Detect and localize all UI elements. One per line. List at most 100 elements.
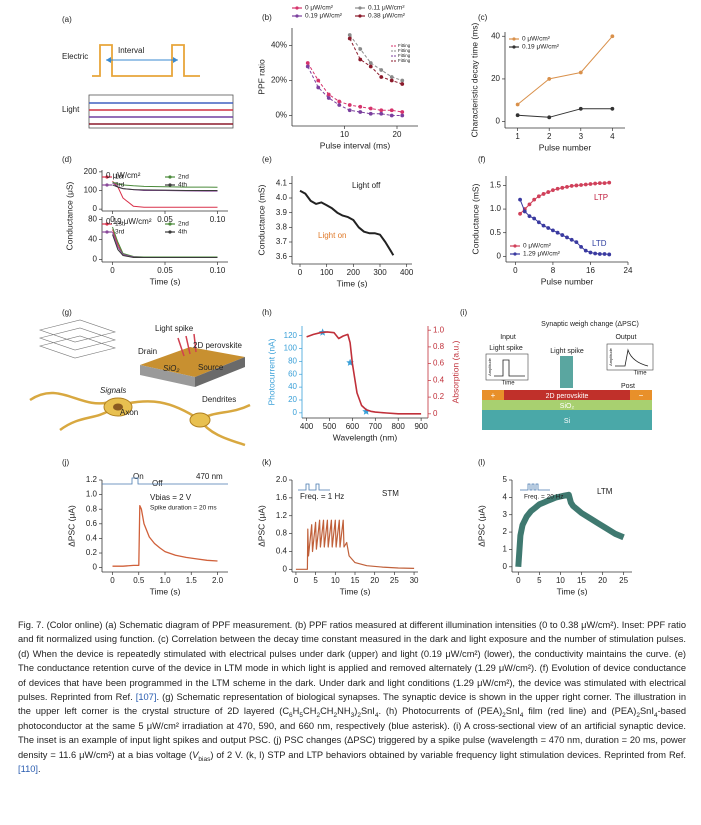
legend-label: 3rd bbox=[115, 229, 125, 236]
x-tick-label: 400 bbox=[300, 422, 314, 431]
x-tick-label: 25 bbox=[390, 576, 399, 585]
citation-link[interactable]: [110] bbox=[18, 764, 38, 775]
legend-marker bbox=[105, 175, 109, 179]
annotation: Light on bbox=[318, 231, 346, 240]
inset-legend-label: Fitting bbox=[398, 43, 411, 48]
legend-marker bbox=[513, 252, 517, 256]
legend-label: 0 μW/cm² bbox=[305, 5, 334, 12]
y-tick-label: 0 bbox=[497, 251, 502, 260]
data-point bbox=[597, 252, 602, 256]
x-tick-label: 0 bbox=[294, 576, 299, 585]
label: Post bbox=[621, 383, 635, 390]
data-point bbox=[588, 250, 593, 255]
x-tick-label: 1 bbox=[515, 132, 520, 141]
caption-text: 3 bbox=[350, 712, 355, 720]
panel-label: (g) bbox=[62, 308, 72, 317]
data-point bbox=[358, 110, 363, 114]
input-spike bbox=[494, 359, 525, 377]
inset-box bbox=[606, 343, 654, 371]
x-tick-label: 300 bbox=[373, 268, 387, 277]
caption-text: ) of 2 V. (k, l) STP and LTP behaviors o… bbox=[210, 749, 687, 760]
data-point bbox=[536, 220, 541, 225]
caption-text: bias bbox=[198, 755, 211, 763]
label: Light spike bbox=[155, 324, 194, 333]
x-tick-label: 10 bbox=[331, 576, 340, 585]
data-point bbox=[379, 75, 384, 79]
y-tick-label: 3.6 bbox=[276, 252, 288, 261]
x-tick-label: 0 bbox=[513, 266, 518, 275]
legend-label: 0.11 μW/cm² bbox=[368, 5, 405, 12]
device-top bbox=[140, 347, 245, 377]
data-point bbox=[546, 190, 551, 194]
data-point bbox=[574, 240, 579, 245]
y2-tick-label: 0.4 bbox=[433, 375, 445, 384]
y-axis-label: ΔPSC (μA) bbox=[66, 505, 76, 547]
annotation: Freq. = 1 Hz bbox=[300, 492, 344, 501]
label: Source bbox=[198, 363, 224, 372]
series-line bbox=[112, 231, 218, 258]
light-spike bbox=[560, 356, 573, 388]
caption-text: 2 bbox=[636, 712, 640, 720]
data-point bbox=[400, 113, 405, 118]
x-axis-label: Wavelength (nm) bbox=[333, 432, 398, 442]
caption-text: 2 bbox=[502, 712, 506, 720]
data-point bbox=[578, 106, 583, 111]
series-line bbox=[307, 62, 403, 113]
series-line bbox=[295, 519, 415, 570]
data-point bbox=[379, 68, 384, 72]
data-point bbox=[316, 78, 321, 83]
legend-label: 0.19 μW/cm² bbox=[522, 44, 560, 51]
y-axis-label: Conductance (mS) bbox=[470, 183, 480, 254]
x-axis-label: Pulse number bbox=[541, 276, 594, 286]
annotation: Vbias = 2 V bbox=[150, 493, 192, 502]
data-point bbox=[379, 108, 384, 113]
legend-label: 1.29 μW/cm² bbox=[523, 251, 561, 258]
x-axis-label: Time (s) bbox=[340, 586, 371, 596]
legend-label: 4th bbox=[178, 229, 187, 236]
data-point bbox=[541, 223, 546, 228]
legend-label: 0 μW/cm² bbox=[522, 36, 551, 43]
label: SiO₂ bbox=[163, 364, 179, 373]
electrode bbox=[482, 390, 504, 400]
inset-legend-label: Fitting bbox=[398, 58, 411, 63]
y-tick-label: 5 bbox=[503, 475, 508, 484]
layer-sio2 bbox=[482, 400, 652, 410]
x-tick-label: 1.0 bbox=[159, 576, 171, 585]
annotation: 0.19 μW/cm² bbox=[106, 217, 152, 226]
data-point bbox=[389, 113, 394, 118]
data-point bbox=[602, 181, 607, 185]
legend-label: 4th bbox=[178, 182, 187, 189]
caption-text: ) bbox=[354, 706, 358, 717]
caption-text: . (h) Photocurrents of (PEA) bbox=[378, 706, 503, 717]
panel-label: (b) bbox=[262, 13, 272, 22]
legend-marker bbox=[512, 45, 516, 49]
series-line bbox=[112, 180, 218, 208]
label: 2D perovskite bbox=[546, 393, 589, 400]
y-tick-label: 1.6 bbox=[276, 493, 288, 502]
y-tick-label: 4.0 bbox=[276, 193, 288, 202]
annotation: LTM bbox=[597, 487, 613, 496]
y-tick-label: 4 bbox=[503, 492, 508, 501]
data-point bbox=[593, 181, 598, 186]
citation-link[interactable]: [107] bbox=[135, 692, 157, 703]
x-tick-label: 100 bbox=[320, 268, 334, 277]
caption-text: V bbox=[192, 749, 199, 760]
x-axis-label: Time (s) bbox=[557, 586, 588, 596]
legend-label: 2nd bbox=[178, 221, 189, 228]
x-tick-label: 0 bbox=[298, 268, 303, 277]
y-axis-label: PPF ratio bbox=[256, 59, 266, 95]
annotation: 0 μW/cm² bbox=[106, 171, 141, 180]
x-tick-label: 10 bbox=[556, 576, 565, 585]
y-tick-label: 0.6 bbox=[86, 519, 98, 528]
data-point bbox=[551, 188, 555, 193]
x-tick-label: 0 bbox=[110, 266, 115, 275]
caption-text: 2 bbox=[333, 712, 338, 720]
y-tick-label: 1.2 bbox=[86, 475, 98, 484]
legend-label: 0.38 μW/cm² bbox=[368, 13, 406, 20]
label: Time bbox=[633, 371, 647, 377]
x-axis-label: Time (s) bbox=[150, 586, 181, 596]
annotation: Light off bbox=[352, 181, 381, 190]
data-point bbox=[347, 103, 352, 107]
caption-text: 2 bbox=[316, 712, 321, 720]
y-tick-label: 0 bbox=[283, 564, 288, 573]
